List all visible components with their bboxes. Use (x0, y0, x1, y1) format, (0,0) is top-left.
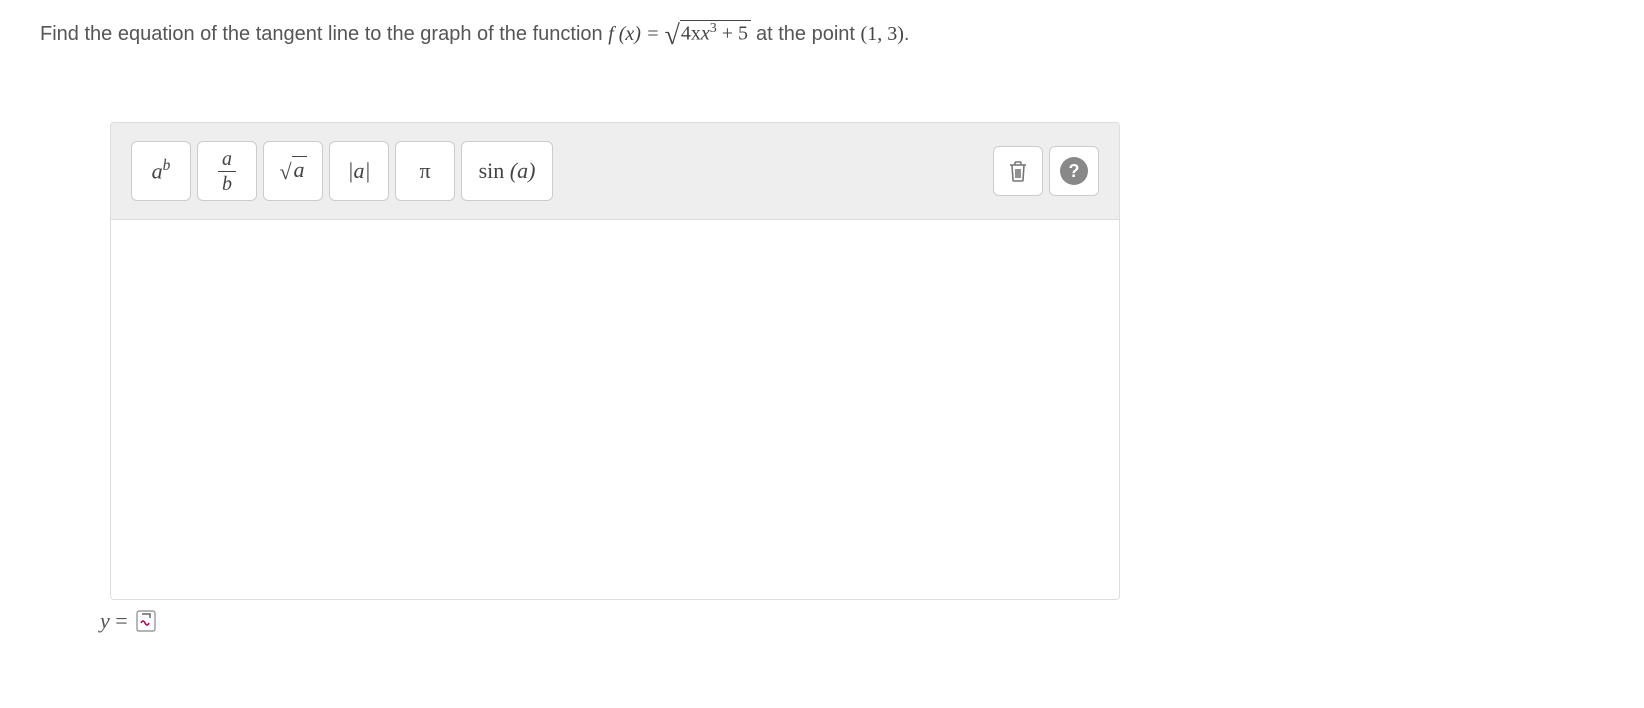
editor-input-area[interactable] (110, 220, 1120, 600)
sin-button[interactable]: sin (a) (461, 141, 553, 201)
exponent-button[interactable]: ab (131, 141, 191, 201)
toolbar-left-group: ab a b √a |a| π sin (a) (131, 141, 553, 201)
question-text: Find the equation of the tangent line to… (40, 20, 1604, 52)
question-prefix: Find the equation of the tangent line to… (40, 23, 608, 45)
editor-toolbar: ab a b √a |a| π sin (a) (110, 122, 1120, 220)
math-editor: ab a b √a |a| π sin (a) (110, 122, 1120, 600)
fraction-button[interactable]: a b (197, 141, 257, 201)
trash-button[interactable] (993, 146, 1043, 196)
toolbar-right-group: ? (993, 146, 1099, 196)
trash-icon (1007, 159, 1029, 183)
answer-prefix: y = (100, 608, 1604, 634)
help-icon: ? (1060, 157, 1088, 185)
function-icon (136, 610, 156, 632)
function-expression: f (x) = √4xx3 + 5 (608, 23, 756, 45)
question-mid: at the point (756, 23, 861, 45)
point: (1, 3) (861, 23, 904, 45)
pi-button[interactable]: π (395, 141, 455, 201)
abs-button[interactable]: |a| (329, 141, 389, 201)
help-button[interactable]: ? (1049, 146, 1099, 196)
sqrt-button[interactable]: √a (263, 141, 323, 201)
